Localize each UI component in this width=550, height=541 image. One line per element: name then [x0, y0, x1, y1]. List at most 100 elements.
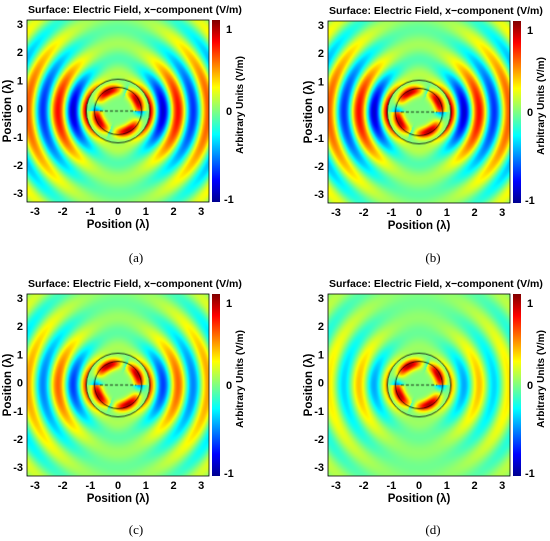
x-tick-label: -2 — [359, 207, 369, 219]
x-tick-label: 0 — [115, 206, 121, 218]
colorbar-tick-max: 1 — [226, 298, 232, 310]
y-tick-label: 0 — [318, 378, 324, 390]
colorbar-gradient — [212, 20, 220, 202]
y-tick-label: -2 — [314, 434, 324, 446]
x-axis-label: Position (λ) — [388, 220, 451, 232]
y-tick-label: 1 — [17, 349, 23, 361]
x-tick-label: -1 — [86, 206, 96, 218]
x-tick-label: -3 — [30, 206, 40, 218]
axis-ticks: -3 -2 -1 0 1 2 3 3 2 1 0 -1 -2 -3 — [13, 293, 204, 492]
colorbar-tick-zero: 0 — [527, 107, 533, 119]
x-axis-label: Position (λ) — [87, 493, 150, 505]
x-tick-label: -2 — [58, 480, 68, 492]
x-tick-label: 2 — [471, 480, 477, 492]
x-tick-label: -1 — [86, 480, 96, 492]
colorbar-tick-zero: 0 — [527, 380, 533, 392]
colorbar: 1 0 -1 Arbitrary Units (V/m) — [212, 294, 246, 480]
axis-ticks: -3 -2 -1 0 1 2 3 3 2 1 0 -1 -2 -3 — [13, 19, 204, 218]
y-tick-label: -1 — [314, 133, 324, 145]
axis-ticks: -3 -2 -1 0 1 2 3 3 2 1 0 -1 -2 -3 — [314, 20, 505, 219]
x-tick-label: 1 — [143, 206, 149, 218]
y-tick-label: 0 — [17, 104, 23, 116]
colorbar-tick-max: 1 — [527, 298, 533, 310]
colorbar-gradient — [513, 294, 521, 476]
x-tick-label: -3 — [331, 480, 341, 492]
colorbar-tick-min: -1 — [525, 468, 535, 480]
panel-title: Surface: Electric Field, x−component (V/… — [329, 278, 543, 290]
colorbar: 1 0 -1 Arbitrary Units (V/m) — [212, 20, 246, 206]
x-tick-label: 3 — [499, 480, 505, 492]
y-tick-label: 1 — [318, 76, 324, 88]
x-axis-label: Position (λ) — [87, 219, 150, 231]
y-tick-label: -3 — [314, 189, 324, 201]
y-tick-label: 3 — [318, 293, 324, 305]
x-tick-label: 3 — [198, 206, 204, 218]
caption: (c) — [129, 522, 143, 537]
panel-title: Surface: Electric Field, x−component (V/… — [28, 4, 242, 16]
y-axis-label: Position (λ) — [303, 354, 315, 417]
panel-b: Surface: Electric Field, x−component (V/… — [303, 5, 547, 265]
colormap-field — [327, 293, 511, 477]
y-tick-label: -1 — [13, 406, 23, 418]
panel-d: Surface: Electric Field, x−component (V/… — [303, 278, 547, 537]
x-axis-label: Position (λ) — [388, 493, 451, 505]
colormap-field — [26, 293, 210, 477]
y-tick-label: -3 — [314, 462, 324, 474]
x-tick-label: 0 — [416, 480, 422, 492]
y-tick-label: -2 — [314, 161, 324, 173]
y-tick-label: 2 — [17, 47, 23, 59]
colorbar-tick-min: -1 — [525, 195, 535, 207]
x-tick-label: 3 — [198, 480, 204, 492]
colorbar-gradient — [212, 294, 220, 476]
y-tick-label: -1 — [314, 406, 324, 418]
y-tick-label: 2 — [318, 321, 324, 333]
x-tick-label: -3 — [331, 207, 341, 219]
y-tick-label: -3 — [13, 462, 23, 474]
colorbar-tick-max: 1 — [226, 24, 232, 36]
x-tick-label: -1 — [387, 207, 397, 219]
colorbar-label: Arbitrary Units (V/m) — [536, 57, 547, 155]
x-tick-label: 1 — [143, 480, 149, 492]
colorbar-tick-min: -1 — [224, 468, 234, 480]
y-tick-label: 1 — [318, 349, 324, 361]
y-tick-label: -2 — [13, 434, 23, 446]
y-tick-label: 0 — [17, 378, 23, 390]
colorbar: 1 0 -1 Arbitrary Units (V/m) — [513, 21, 547, 207]
y-tick-label: 3 — [17, 293, 23, 305]
x-tick-label: 2 — [170, 206, 176, 218]
colorbar-label: Arbitrary Units (V/m) — [536, 330, 547, 428]
y-tick-label: 3 — [318, 20, 324, 32]
y-tick-label: 1 — [17, 75, 23, 87]
y-axis-label: Position (λ) — [2, 354, 14, 417]
caption: (d) — [425, 522, 440, 537]
colormap-field — [26, 19, 210, 203]
colorbar: 1 0 -1 Arbitrary Units (V/m) — [513, 294, 547, 480]
caption: (b) — [425, 250, 440, 265]
x-tick-label: -1 — [387, 480, 397, 492]
x-tick-label: -3 — [30, 480, 40, 492]
axis-ticks: -3 -2 -1 0 1 2 3 3 2 1 0 -1 -2 -3 — [314, 293, 505, 492]
x-tick-label: -2 — [58, 206, 68, 218]
panel-title: Surface: Electric Field, x−component (V/… — [329, 5, 543, 17]
y-tick-label: 2 — [17, 321, 23, 333]
y-tick-label: -3 — [13, 188, 23, 200]
y-tick-label: 0 — [318, 105, 324, 117]
panel-title: Surface: Electric Field, x−component (V/… — [28, 278, 242, 290]
x-tick-label: 1 — [444, 207, 450, 219]
y-tick-label: -1 — [13, 132, 23, 144]
colorbar-gradient — [513, 21, 521, 203]
x-tick-label: 0 — [416, 207, 422, 219]
panel-a: Surface: Electric Field, x−component (V/… — [2, 4, 246, 265]
x-tick-label: 1 — [444, 480, 450, 492]
y-tick-label: -2 — [13, 160, 23, 172]
colorbar-tick-zero: 0 — [226, 106, 232, 118]
colorbar-label: Arbitrary Units (V/m) — [235, 330, 246, 428]
colorbar-label: Arbitrary Units (V/m) — [235, 56, 246, 154]
y-tick-label: 3 — [17, 19, 23, 31]
y-axis-label: Position (λ) — [2, 80, 14, 143]
x-tick-label: 2 — [471, 207, 477, 219]
colorbar-tick-min: -1 — [224, 194, 234, 206]
x-tick-label: 3 — [499, 207, 505, 219]
y-axis-label: Position (λ) — [303, 81, 315, 144]
